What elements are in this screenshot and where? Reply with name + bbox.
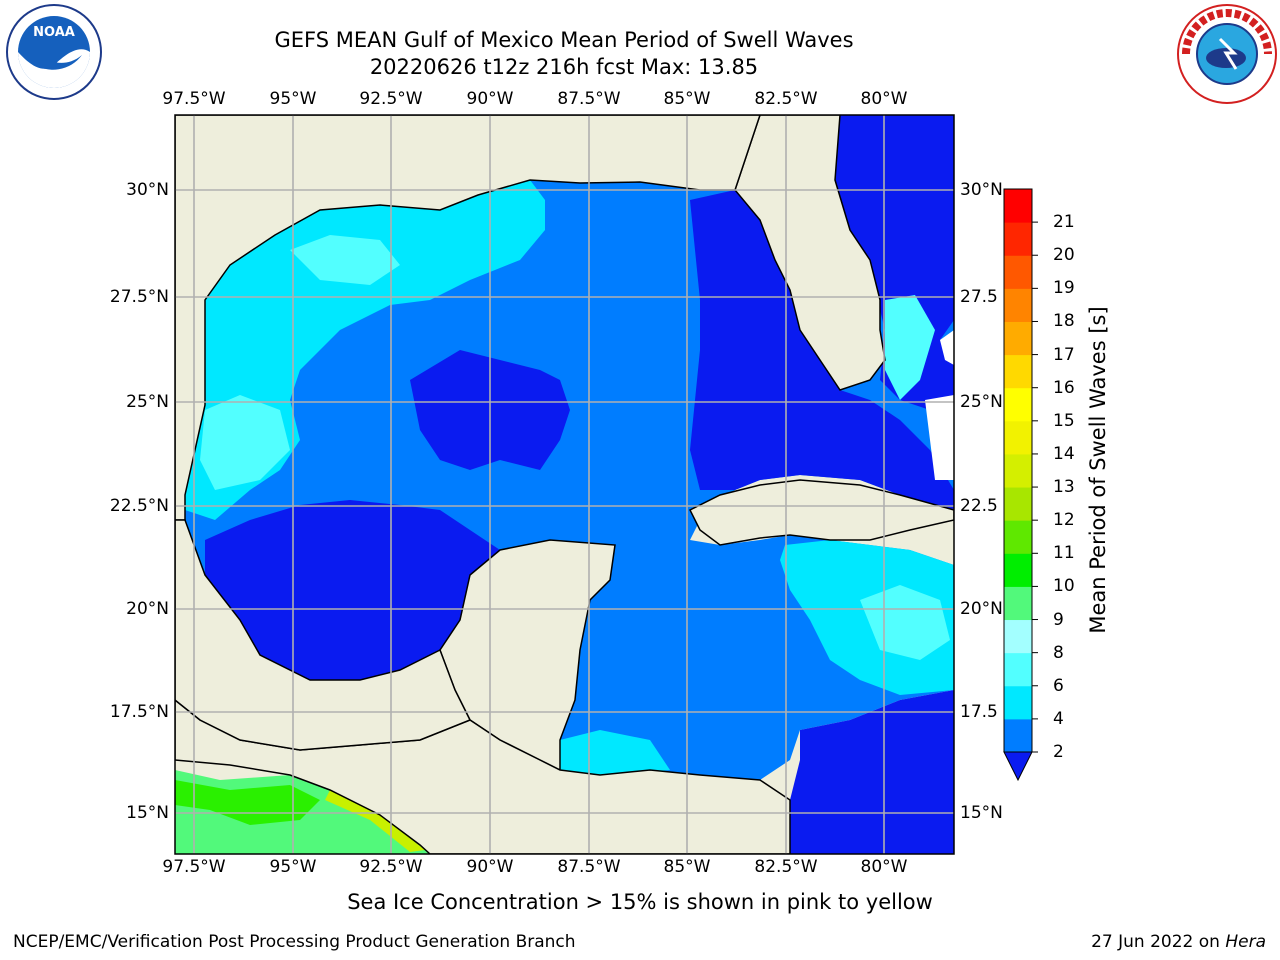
footer-host: Hera	[1225, 932, 1266, 952]
lon-tick-bottom: 85°W	[663, 857, 711, 877]
lat-tick-left: 15°N	[126, 803, 169, 823]
yellow-green-fringe	[325, 790, 425, 852]
colorbar	[1003, 188, 1038, 782]
lon-tick-bottom: 87.5°W	[557, 857, 621, 877]
colorbar-tick-label: 17	[1053, 344, 1075, 365]
lat-tick-left: 17.5°N	[109, 702, 169, 722]
colorbar-segment	[1004, 321, 1032, 356]
footer-date-text: 27 Jun 2022 on	[1091, 932, 1226, 952]
map-subtitle: 20220626 t12z 216h fcst Max: 13.85	[369, 55, 759, 79]
lon-tick-bottom: 92.5°W	[359, 857, 423, 877]
colorbar-segment	[1004, 387, 1032, 422]
colorbar-segment	[1004, 189, 1032, 223]
footer-branch: NCEP/EMC/Verification Post Processing Pr…	[13, 932, 576, 952]
colorbar-segment	[1004, 652, 1032, 687]
cyan-yucatan-south	[560, 730, 670, 775]
colorbar-segment	[1004, 453, 1032, 488]
light-cyan-patch-1	[200, 395, 290, 490]
colorbar-tick-label: 4	[1053, 708, 1064, 729]
colorbar-segment	[1004, 255, 1032, 289]
light-cyan-caribbean	[860, 585, 950, 660]
footer-date: 27 Jun 2022 on Hera	[1091, 932, 1266, 952]
colorbar-tick-label: 8	[1053, 642, 1064, 663]
lat-tick-right: 25°N	[960, 392, 1003, 412]
colorbar-segment	[1004, 222, 1032, 256]
florida-land	[734, 115, 886, 391]
mexico-west-land	[175, 519, 472, 751]
lon-tick-top: 87.5°W	[557, 89, 621, 109]
lat-tick-right: 27.5	[960, 287, 998, 307]
colorbar-tick-label: 12	[1053, 510, 1075, 531]
colorbar-segment	[1004, 288, 1032, 322]
colorbar-tick-label: 11	[1053, 543, 1075, 564]
lat-tick-right: 20°N	[960, 599, 1003, 619]
lat-tick-left: 27.5°N	[109, 287, 169, 307]
white-masked-florida-coast	[940, 330, 954, 365]
lon-tick-bottom: 82.5°W	[754, 857, 818, 877]
lon-tick-top: 97.5°W	[162, 89, 226, 109]
colorbar-segment	[1004, 420, 1032, 455]
lat-tick-left: 22.5°N	[109, 496, 169, 516]
colorbar-segment	[1004, 487, 1032, 521]
colorbar-tick-label: 14	[1053, 443, 1075, 464]
colorbar-tick-label: 13	[1053, 477, 1075, 498]
gridlines	[175, 115, 954, 854]
lon-tick-top: 95°W	[269, 89, 317, 109]
colorbar-tick-label: 19	[1053, 278, 1075, 299]
colorbar-tick-label: 21	[1053, 212, 1075, 233]
dark-blue-east	[690, 190, 954, 510]
lon-tick-top: 90°W	[466, 89, 514, 109]
lat-tick-left: 20°N	[126, 599, 169, 619]
white-masked-bahamas	[925, 395, 954, 480]
colorbar-tick-label: 15	[1053, 410, 1075, 431]
colorbar-tick-label: 16	[1053, 377, 1075, 398]
lon-tick-top: 82.5°W	[754, 89, 818, 109]
colorbar-extend-triangle	[1003, 751, 1033, 782]
sea-ice-note: Sea Ice Concentration > 15% is shown in …	[347, 890, 933, 914]
map-frame	[174, 114, 955, 855]
lat-tick-right: 30°N	[960, 180, 1003, 200]
colorbar-tick-label: 18	[1053, 311, 1075, 332]
colorbar-segment	[1004, 685, 1032, 720]
svg-text:NOAA: NOAA	[33, 25, 75, 40]
colorbar-tick-label: 9	[1053, 609, 1064, 630]
lon-tick-top: 85°W	[663, 89, 711, 109]
lat-tick-right: 17.5	[960, 702, 998, 722]
colorbar-tick-label: 6	[1053, 675, 1064, 696]
colorbar-tick-label: 2	[1053, 742, 1064, 762]
dark-blue-southwest	[205, 500, 500, 680]
lat-tick-right: 22.5	[960, 496, 998, 516]
colorbar-segment	[1004, 586, 1032, 621]
colorbar-segment	[1004, 718, 1032, 753]
lat-tick-right: 15°N	[960, 803, 1003, 823]
cyan-florida-keys	[885, 295, 935, 400]
nws-logo	[1177, 4, 1277, 104]
lon-tick-bottom: 95°W	[269, 857, 317, 877]
colorbar-segment	[1004, 520, 1032, 554]
lon-tick-top: 92.5°W	[359, 89, 423, 109]
lon-tick-bottom: 80°W	[860, 857, 908, 877]
lon-tick-bottom: 97.5°W	[162, 857, 226, 877]
colorbar-label: Mean Period of Swell Waves [s]	[1086, 306, 1110, 634]
lat-tick-left: 30°N	[126, 180, 169, 200]
lon-tick-bottom: 90°W	[466, 857, 514, 877]
lon-tick-top: 80°W	[860, 89, 908, 109]
cuba-land	[688, 479, 954, 546]
colorbar-frame	[1003, 188, 1033, 753]
lat-tick-left: 25°N	[126, 392, 169, 412]
colorbar-tick-label: 20	[1053, 245, 1075, 266]
colorbar-segment	[1004, 619, 1032, 654]
noaa-logo: NOAA	[6, 4, 102, 100]
colorbar-segment	[1004, 354, 1032, 389]
map-title: GEFS MEAN Gulf of Mexico Mean Period of …	[274, 28, 854, 52]
colorbar-segment	[1004, 553, 1032, 587]
colorbar-tick-label: 10	[1053, 576, 1075, 597]
light-cyan-patch-2	[290, 235, 400, 285]
